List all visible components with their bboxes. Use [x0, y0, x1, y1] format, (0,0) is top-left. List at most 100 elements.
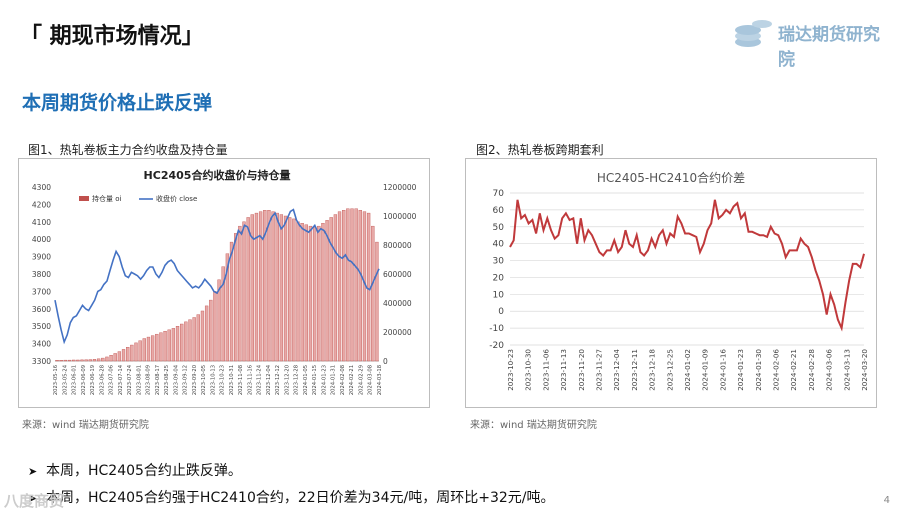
x-tick-label: 2023-11-20	[577, 349, 586, 391]
oi-bar	[150, 335, 155, 362]
oi-bar	[146, 336, 151, 362]
oi-bar	[296, 221, 300, 362]
oi-bar	[300, 223, 304, 362]
oi-bar	[163, 331, 167, 362]
oi-bar	[292, 218, 296, 362]
legend-close-label: 收盘价 close	[156, 194, 197, 203]
chart-title: HC2405合约收盘价与持仓量	[144, 168, 291, 182]
x-tick-label: 2023-06-01	[72, 365, 78, 395]
oi-bar	[63, 359, 68, 362]
x-tick-label: 2023-08-09	[146, 365, 152, 395]
x-tick-label: 2023-07-24	[127, 364, 133, 395]
y-left-tick-label: 3500	[32, 322, 51, 331]
x-tick-label: 2023-12-12	[275, 365, 281, 395]
oi-bar	[134, 342, 138, 362]
y-tick-label: 40	[493, 240, 505, 250]
x-tick-label: 2023-12-20	[284, 365, 290, 395]
legend-oi-swatch	[79, 196, 89, 201]
oi-bar	[246, 217, 250, 362]
oi-bar	[279, 214, 284, 362]
oi-bar	[76, 359, 80, 362]
y-tick-label: 0	[498, 307, 504, 317]
logo-text: 瑞达期货研究院	[778, 25, 880, 70]
figure-1-label: 图1、热轧卷板主力合约收盘及持仓量	[28, 143, 228, 157]
x-tick-label: 2023-05-24	[62, 364, 68, 395]
oi-bar	[188, 319, 192, 362]
x-tick-label: 2024-03-08	[368, 365, 374, 395]
oi-bar	[55, 360, 59, 362]
oi-bar	[329, 217, 333, 362]
oi-bar	[59, 360, 63, 362]
oi-bar	[192, 317, 196, 362]
x-tick-label: 2024-02-29	[359, 365, 365, 395]
oi-bar	[325, 220, 329, 362]
x-tick-label: 2023-09-12	[183, 365, 189, 395]
oi-bar	[225, 253, 230, 362]
oi-bar	[171, 328, 176, 362]
oi-bar	[267, 210, 271, 362]
chart-1-panel: HC2405合约收盘价与持仓量 3300 3400 3500 3600 3700 3800 3…	[18, 158, 430, 408]
oi-bar	[180, 323, 184, 362]
legend-oi-label: 持仓量 oi	[92, 194, 122, 203]
y-tick-label: 30	[493, 257, 505, 267]
oi-bar	[283, 215, 288, 362]
x-tick-label: 2023-08-01	[136, 365, 142, 395]
oi-bar	[204, 305, 209, 362]
oi-bar	[321, 223, 325, 362]
coins-icon	[735, 20, 772, 47]
oi-bar	[333, 214, 338, 362]
y-left-tick-label: 3600	[32, 305, 51, 314]
oi-bar	[200, 310, 205, 362]
x-tick-label: 2023-10-05	[201, 365, 207, 395]
y-right-tick-label: 0	[383, 357, 388, 366]
chart-1: HC2405合约收盘价与持仓量 3300 3400 3500 3600 3700 3800 3…	[32, 168, 417, 395]
x-tick-label: 2023-06-19	[90, 365, 96, 395]
y-tick-label: 50	[493, 223, 505, 233]
oi-bar	[366, 212, 371, 362]
x-tick-label: 2023-12-28	[294, 365, 300, 395]
oi-bar	[263, 210, 267, 362]
x-tick-label: 2024-01-09	[701, 349, 710, 391]
x-tick-label: 2023-11-24	[257, 364, 263, 395]
oi-bar	[92, 359, 97, 362]
oi-bar	[371, 225, 375, 362]
oi-bar	[109, 354, 113, 362]
bullet-text: 本周，HC2405合约强于HC2410合约，22日价差为34元/吨，周环比+32…	[46, 490, 555, 506]
oi-bar	[342, 210, 346, 362]
y-tick-label: -10	[489, 324, 504, 334]
oi-bar	[196, 314, 200, 362]
chart-title: HC2405-HC2410合约价差	[597, 170, 745, 185]
y-left-tick-label: 3800	[32, 270, 51, 279]
bullet-text: 本周，HC2405合约止跌反弹。	[46, 463, 242, 479]
x-tick-label: 2023-08-17	[155, 365, 161, 395]
y-left-tick-label: 3400	[32, 340, 51, 349]
x-tick-label: 2023-12-04	[266, 364, 272, 395]
oi-bar	[213, 291, 217, 362]
y-left-tick-label: 4100	[32, 218, 51, 227]
oi-bar	[84, 359, 88, 362]
y-right-tick-label: 1000000	[383, 212, 417, 221]
oi-bar	[113, 353, 117, 362]
spread-line	[509, 199, 865, 332]
x-tick-label: 2024-03-06	[825, 349, 834, 391]
oi-bar	[308, 225, 313, 362]
oi-bar	[159, 332, 163, 362]
figure-2-source: 来源：wind 瑞达期货研究院	[470, 420, 597, 431]
x-tick-label: 2023-10-23	[506, 349, 515, 391]
x-tick-label: 2024-03-18	[377, 365, 383, 395]
oi-bar	[234, 233, 238, 362]
x-tick-label: 2023-07-06	[109, 365, 115, 395]
oi-bar	[155, 333, 159, 362]
oi-bar	[67, 359, 72, 362]
oi-bar	[72, 359, 76, 362]
oi-bar	[175, 325, 180, 362]
x-tick-label: 2023-06-09	[81, 365, 87, 395]
oi-bar	[184, 321, 188, 362]
x-tick-label: 2023-11-06	[541, 349, 550, 391]
oi-bar	[167, 329, 171, 362]
y-left-tick-label: 3700	[32, 287, 51, 296]
oi-bar	[96, 358, 101, 362]
watermark: 八度商贸	[4, 492, 65, 510]
oi-bar	[304, 224, 308, 362]
chart-2-panel: HC2405-HC2410合约价差 -20 -10 0 10 20 30 40 50 60 70 20…	[465, 158, 877, 408]
